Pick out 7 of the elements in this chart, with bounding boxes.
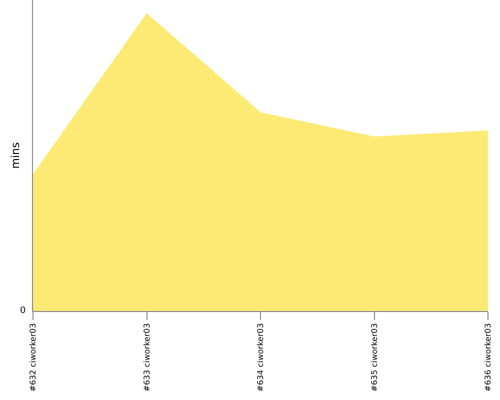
x-tick-label: #634 ciworker03 <box>256 323 266 392</box>
x-tick-label: #633 ciworker03 <box>142 323 152 392</box>
y-axis-title: mins <box>8 142 22 169</box>
x-tick-label: #632 ciworker03 <box>28 323 38 392</box>
x-tick-label: #635 ciworker03 <box>370 323 379 392</box>
text: 0 <box>20 306 26 316</box>
x-tick-label: #636 ciworker03 <box>484 323 493 392</box>
